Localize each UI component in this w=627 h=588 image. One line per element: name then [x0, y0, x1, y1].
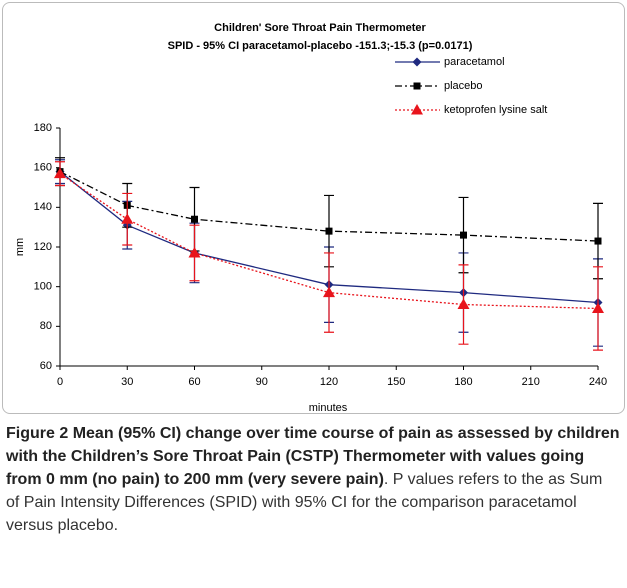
chart-subtitle: SPID - 95% CI paracetamol-placebo -151.3… [168, 40, 473, 52]
y-tick-label: 140 [34, 201, 52, 213]
y-axis-label: mm [14, 238, 26, 256]
marker [460, 231, 467, 239]
marker [412, 57, 422, 67]
marker [121, 213, 134, 224]
caption-text: . P values refers to the as Sum of Pain … [6, 471, 603, 534]
legend-label: paracetamol [444, 56, 505, 68]
y-tick-label: 180 [34, 122, 52, 134]
chart: Children' Sore Throat Pain Thermometer S… [14, 22, 607, 414]
series-line [59, 171, 599, 304]
marker [413, 82, 421, 90]
x-tick-label: 90 [256, 376, 268, 388]
legend-label: ketoprofen lysine salt [444, 104, 547, 116]
x-tick-label: 120 [320, 376, 338, 388]
x-tick-label: 150 [387, 376, 405, 388]
y-tick-label: 100 [34, 281, 52, 293]
caption: Figure 2 Mean (95% CI) change over time … [6, 422, 620, 537]
x-tick-label: 210 [522, 376, 540, 388]
x-axis-label: minutes [309, 402, 348, 414]
marker [323, 286, 335, 298]
caption-label: Figure 2 [6, 425, 69, 442]
marker [54, 167, 66, 179]
chart-title: Children' Sore Throat Pain Thermometer [214, 22, 426, 34]
caption-bold: Mean (95% CI) change over time course of… [6, 425, 620, 488]
x-tick-label: 60 [188, 376, 200, 388]
marker [191, 215, 198, 223]
y-tick-label: 60 [40, 360, 52, 372]
legend-label: placebo [444, 80, 483, 92]
marker [592, 302, 604, 313]
x-tick-label: 30 [121, 376, 133, 388]
marker [594, 237, 602, 245]
marker [411, 104, 423, 115]
y-tick-label: 80 [40, 320, 52, 332]
marker [325, 227, 333, 235]
y-tick-label: 120 [34, 241, 52, 253]
x-tick-label: 0 [57, 376, 63, 388]
x-tick-label: 240 [589, 376, 607, 388]
figure-frame [2, 2, 625, 414]
marker [188, 246, 201, 258]
x-tick-label: 180 [454, 376, 472, 388]
series-line [59, 171, 599, 242]
y-tick-label: 160 [34, 162, 52, 174]
marker [457, 298, 470, 310]
